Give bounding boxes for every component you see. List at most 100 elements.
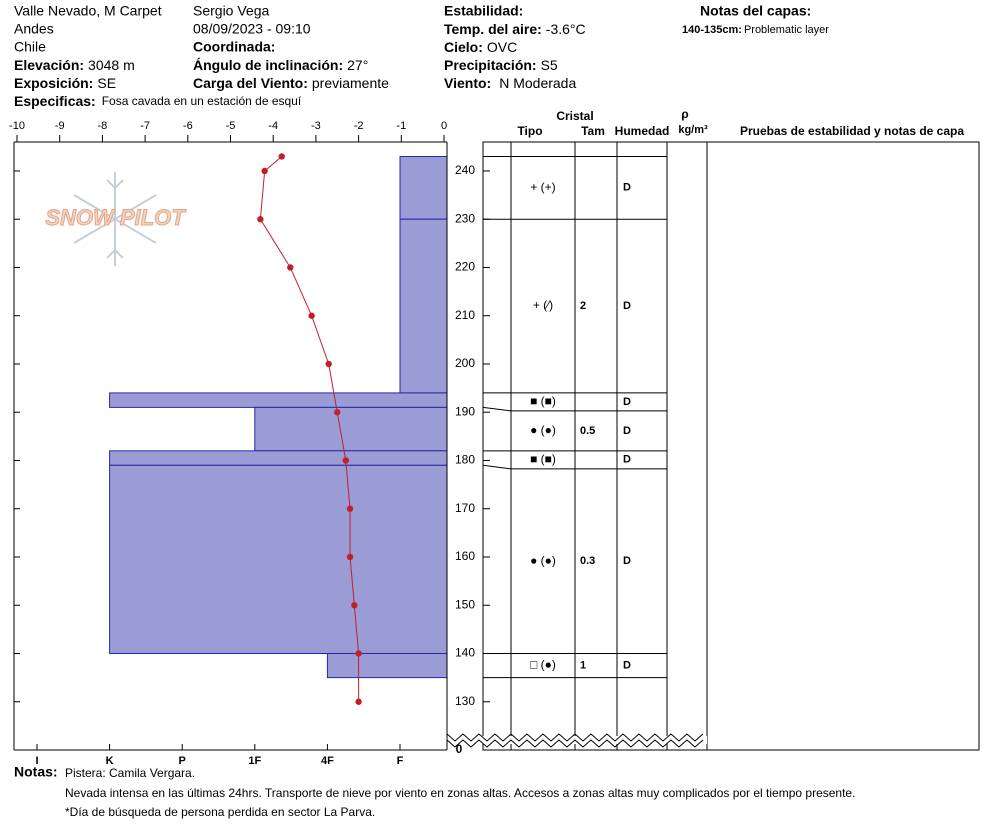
note-line: Nevada intensa en las últimas 24hrs. Tra… (65, 786, 855, 800)
location: Valle Nevado, M Carpet (14, 3, 162, 19)
moisture: D (623, 182, 631, 194)
y-tick-label: 210 (455, 308, 475, 322)
x-tick-label: -8 (98, 120, 108, 132)
axis-break (448, 736, 707, 744)
hardness-label: 4F (321, 755, 334, 767)
label: 140-135cm: (682, 24, 742, 36)
value: 27° (347, 57, 368, 73)
snowflake (106, 179, 124, 190)
logo-text: SNOW PILOT (45, 205, 186, 230)
hardness-bar (254, 406, 448, 452)
x-tick-label: -4 (268, 120, 278, 132)
value: 3048 m (88, 57, 135, 73)
layer-connector (482, 464, 512, 470)
temperature-point (346, 505, 354, 512)
temperature-point (325, 360, 332, 368)
moisture: D (623, 425, 631, 437)
elevation: Elevación: 3048 m (14, 57, 135, 73)
grain-type: ■ (■) (530, 394, 556, 408)
value: Problematic layer (744, 24, 829, 36)
value: -3.6°C (546, 21, 586, 37)
aspect: Exposición: SE (14, 75, 116, 91)
value: previamente (312, 75, 389, 91)
note-line: Pistera: Camila Vergara. (65, 766, 195, 780)
column-header: Tipo (517, 124, 542, 138)
precipitation: Precipitación: S5 (444, 57, 558, 73)
slope: Ángulo de inclinación: 27° (193, 57, 368, 73)
x-tick-label: -10 (9, 120, 25, 132)
hardness-label: F (397, 755, 404, 767)
moisture: D (623, 659, 631, 671)
x-tick-label: -3 (311, 120, 321, 132)
layer-note: 140-135cm: Problematic layer (682, 24, 829, 36)
y-tick-label: 130 (455, 694, 475, 708)
hardness-bar (109, 392, 448, 408)
temperature-point (351, 602, 358, 609)
layer-table (482, 141, 980, 751)
label: Cielo: (444, 39, 483, 55)
value: N Moderada (499, 75, 576, 91)
temperature-point (334, 409, 341, 416)
datetime: 08/09/2023 - 09:10 (193, 21, 311, 37)
label: Elevación: (14, 57, 84, 73)
hardness-bar (399, 155, 448, 220)
temperature-point (261, 167, 268, 175)
grain-type: ■ (■) (530, 452, 556, 466)
grain-size: 1 (580, 659, 586, 671)
hardness-label: K (106, 755, 114, 767)
grain-size: 0.5 (580, 425, 595, 437)
hardness-label: P (179, 755, 186, 767)
y-tick-label: 170 (455, 501, 475, 515)
grain-size: 2 (580, 300, 586, 312)
value: OVC (487, 39, 517, 55)
axis-break (446, 739, 704, 748)
x-tick-label: -5 (226, 120, 236, 132)
hardness-bar (109, 450, 448, 466)
temperature-point (342, 457, 349, 464)
y-tick-label: 220 (455, 260, 475, 274)
wind-load: Carga del Viento: previamente (193, 75, 389, 91)
label: Viento: (444, 75, 491, 91)
x-tick-label: -2 (354, 120, 364, 132)
column-header: Humedad (615, 124, 670, 138)
label: Carga del Viento: (193, 75, 308, 91)
notes: Notas: Pistera: Camila Vergara. Nevada i… (14, 764, 855, 819)
range: Andes (14, 21, 54, 37)
temperature-point (346, 553, 354, 561)
y-tick-label: 160 (455, 549, 475, 563)
label: Ángulo de inclinación: (193, 57, 343, 73)
grain-type: □ (●) (530, 658, 556, 672)
logo (73, 172, 157, 266)
value: Fosa cavada en un estación de esquí (102, 94, 302, 108)
column-header: Pruebas de estabilidad y notas de capa (740, 124, 964, 138)
y-tick-label: 240 (455, 163, 475, 177)
x-tick-label: -9 (55, 120, 65, 132)
moisture: D (623, 454, 631, 466)
ground-label: 0 (456, 742, 463, 756)
grain-type: + (+) (530, 180, 555, 194)
label: Especificas: (14, 93, 96, 109)
hardness-label: 1F (248, 755, 261, 767)
moisture: D (623, 300, 631, 312)
grain-size: 0.3 (580, 555, 595, 567)
snowflake (73, 194, 157, 244)
temperature-point (308, 312, 315, 319)
value: S5 (541, 57, 558, 73)
column-header: Cristal (556, 109, 593, 123)
y-tick-label: 150 (455, 597, 475, 611)
hardness-bar (326, 652, 448, 679)
y-tick-label: 200 (455, 356, 475, 370)
y-tick-label: 180 (455, 453, 475, 467)
grain-type: ● (●) (530, 553, 556, 567)
country: Chile (14, 39, 46, 55)
column-header: kg/m³ (678, 124, 708, 136)
hardness-bar (109, 464, 448, 654)
value: SE (97, 75, 116, 91)
note-line: *Día de búsqueda de persona perdida en s… (65, 805, 375, 819)
column-header: ρ (681, 107, 688, 121)
moisture: D (623, 396, 631, 408)
sky: Cielo: OVC (444, 39, 517, 55)
temperature-point (355, 650, 362, 657)
layer-connector (482, 406, 512, 412)
